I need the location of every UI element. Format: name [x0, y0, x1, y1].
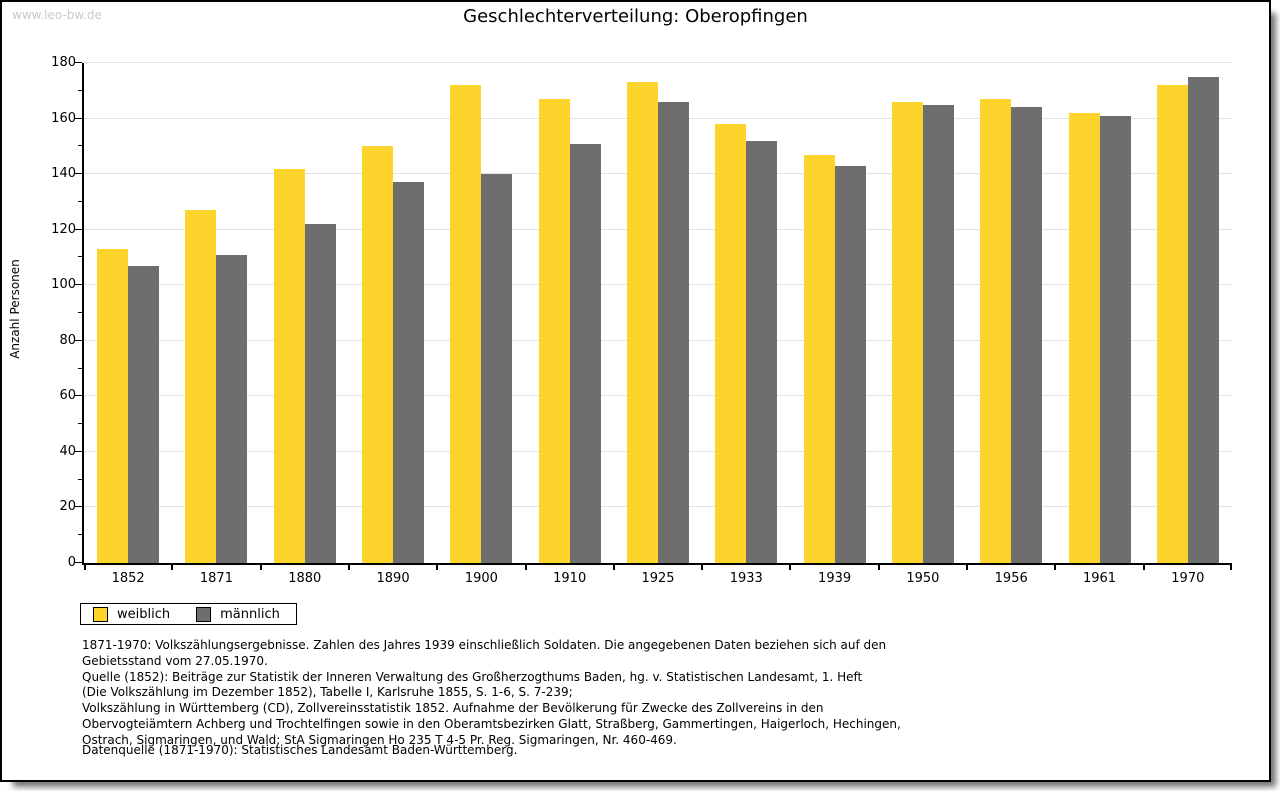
y-tick-160	[75, 117, 82, 119]
bar-weiblich-1890	[362, 146, 394, 563]
x-tick-13	[1230, 563, 1232, 570]
legend-swatch-maennlich	[196, 606, 212, 622]
bar-männlich-1910	[569, 143, 601, 563]
x-label-1939: 1939	[818, 571, 852, 586]
y-tick-140	[75, 173, 82, 175]
x-tick-6	[612, 563, 615, 570]
source-note: 1871-1970: Volkszählungsergebnisse. Zahl…	[82, 638, 901, 747]
x-label-1961: 1961	[1082, 571, 1117, 586]
x-label-1970: 1970	[1171, 571, 1205, 586]
x-tick-5	[524, 563, 527, 570]
x-tick-11	[1054, 563, 1057, 570]
x-label-1910: 1910	[553, 571, 587, 586]
y-tick-label-120: 120	[51, 221, 76, 237]
bar-männlich-1890	[393, 182, 425, 563]
x-label-1933: 1933	[729, 571, 763, 586]
y-tick-label-180: 180	[51, 55, 76, 70]
x-label-1900: 1900	[464, 571, 498, 586]
y-minor-tick-30	[78, 478, 82, 480]
y-minor-tick-90	[78, 312, 82, 313]
x-label-1890: 1890	[376, 571, 410, 586]
gridline-180	[84, 62, 1232, 63]
x-tick-2	[259, 563, 262, 570]
y-tick-label-100: 100	[51, 277, 76, 293]
bar-männlich-1956	[1011, 107, 1043, 563]
y-tick-label-140: 140	[51, 166, 76, 182]
legend-label-maennlich: männlich	[220, 606, 280, 622]
bar-männlich-1852	[128, 265, 160, 563]
x-label-1880: 1880	[288, 571, 322, 586]
y-tick-80	[75, 339, 82, 341]
bar-männlich-1950	[922, 104, 954, 563]
x-tick-1	[171, 563, 174, 570]
y-tick-label-20: 20	[59, 499, 76, 515]
y-minor-tick-10	[78, 534, 82, 536]
y-tick-label-60: 60	[59, 388, 76, 404]
y-minor-tick-150	[78, 145, 82, 147]
bar-männlich-1970	[1187, 76, 1219, 563]
x-tick-9	[877, 563, 880, 570]
y-tick-60	[75, 395, 82, 397]
x-label-1871: 1871	[199, 571, 233, 586]
x-tick-4	[436, 563, 439, 570]
legend-label-weiblich: weiblich	[117, 606, 171, 622]
x-label-1956: 1956	[994, 571, 1028, 586]
y-tick-label-0: 0	[67, 555, 76, 570]
bar-männlich-1900	[481, 174, 513, 563]
legend-item-weiblich: weiblich	[93, 606, 171, 622]
watermark-text: www.leo-bw.de	[12, 8, 102, 22]
x-tick-12	[1142, 563, 1145, 570]
data-source-note: Datenquelle (1871-1970): Statistisches L…	[82, 743, 518, 757]
legend-swatch-weiblich	[93, 606, 108, 622]
bar-männlich-1961	[1099, 115, 1131, 563]
chart-plot-area	[75, 62, 1232, 570]
y-tick-0	[75, 562, 82, 563]
bar-weiblich-1900	[450, 85, 482, 563]
chart-legend: weiblich männlich	[80, 603, 297, 625]
legend-item-maennlich: männlich	[196, 606, 280, 622]
y-axis-title: Anzahl Personen	[8, 259, 22, 359]
y-minor-tick-50	[78, 423, 82, 425]
y-minor-tick-110	[78, 256, 82, 258]
bar-weiblich-1961	[1068, 113, 1100, 563]
y-tick-180	[75, 62, 82, 63]
bar-männlich-1925	[658, 101, 689, 563]
y-tick-100	[75, 284, 82, 286]
y-tick-20	[75, 506, 82, 508]
bar-männlich-1871	[216, 254, 248, 563]
bar-weiblich-1871	[185, 210, 217, 563]
bar-weiblich-1880	[273, 168, 305, 563]
bar-weiblich-1910	[538, 99, 570, 563]
x-tick-10	[966, 563, 969, 570]
bar-weiblich-1939	[803, 154, 835, 563]
bar-weiblich-1925	[627, 82, 658, 563]
y-tick-40	[75, 450, 82, 452]
bar-männlich-1933	[746, 140, 778, 563]
y-tick-label-80: 80	[59, 332, 76, 348]
bar-männlich-1939	[834, 165, 866, 563]
x-label-1852: 1852	[111, 571, 145, 586]
bar-weiblich-1852	[97, 249, 129, 563]
chart-title: Geschlechterverteilung: Oberopfingen	[463, 6, 808, 27]
y-tick-120	[75, 228, 82, 230]
y-tick-label-160: 160	[51, 110, 76, 126]
x-tick-7	[701, 563, 704, 570]
x-label-1925: 1925	[641, 571, 675, 586]
x-tick-8	[789, 563, 792, 570]
y-minor-tick-170	[78, 89, 82, 91]
x-tick-0	[84, 563, 86, 570]
x-tick-3	[347, 563, 350, 570]
y-tick-label-40: 40	[59, 443, 76, 459]
bar-weiblich-1956	[980, 99, 1012, 563]
bar-männlich-1880	[304, 224, 336, 563]
y-minor-tick-70	[78, 367, 82, 369]
x-label-1950: 1950	[906, 571, 940, 586]
bar-weiblich-1950	[891, 101, 923, 563]
y-minor-tick-130	[78, 200, 82, 202]
bar-weiblich-1970	[1156, 85, 1188, 563]
bar-weiblich-1933	[715, 124, 747, 563]
